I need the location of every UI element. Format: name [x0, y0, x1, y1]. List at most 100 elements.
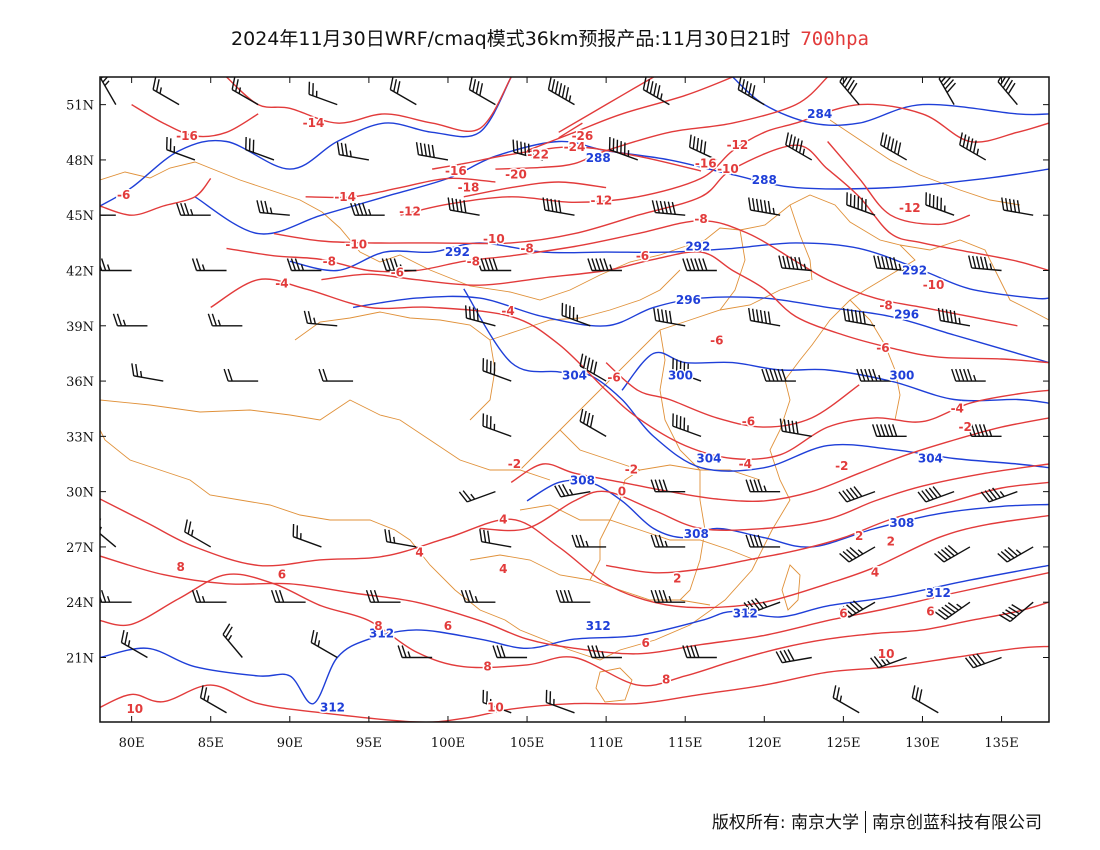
- height-contour-label: 304: [696, 451, 721, 465]
- province-line: [679, 470, 706, 601]
- wind-barb: [937, 307, 971, 327]
- wind-barb: [832, 685, 860, 714]
- wind-barb: [745, 534, 781, 548]
- y-tick-label: 51N: [66, 99, 94, 114]
- temperature-contour: [226, 77, 512, 133]
- wind-barb: [447, 197, 480, 216]
- temperature-contour: [210, 278, 1049, 461]
- temperature-contour-label: -26: [572, 129, 594, 143]
- wind-barb: [873, 255, 907, 272]
- temperature-contour-label: -20: [505, 168, 527, 182]
- wind-barb: [682, 645, 717, 659]
- temperature-contour-label: -18: [458, 181, 480, 195]
- province-line: [294, 311, 496, 421]
- height-contour-label: 312: [586, 619, 611, 633]
- temperature-contour: [558, 122, 583, 139]
- y-tick-label: 39N: [66, 320, 94, 335]
- wind-barb: [579, 408, 607, 437]
- height-contour: [352, 295, 1049, 364]
- temperature-contour-label: -22: [527, 147, 549, 161]
- temperature-contour-label: 6: [444, 619, 452, 633]
- temperature-contour-label: -12: [591, 193, 613, 207]
- temperature-contour-label: -8: [520, 241, 533, 255]
- temperature-contour: [100, 498, 1049, 609]
- wind-barb: [310, 629, 338, 659]
- temperature-contour-label: 6: [278, 568, 286, 582]
- temperature-contour: [226, 219, 1018, 327]
- wind-barb: [968, 255, 1002, 272]
- axis-layer: 80E 85E 90E 95E 100E 105E 110E 115E 120E 125E 130E…: [66, 77, 1049, 751]
- wind-barb: [682, 258, 717, 272]
- temperature-contour-label: -8: [323, 254, 336, 268]
- temperature-contour-label: -16: [695, 157, 717, 171]
- y-tick-label: 45N: [66, 209, 94, 224]
- y-tick-label: 30N: [66, 486, 94, 501]
- temperature-contour-label: -14: [303, 116, 325, 130]
- temperature-contour-label: -10: [717, 162, 739, 176]
- copyright-left: 版权所有: 南京大学: [711, 813, 859, 833]
- y-tick-label: 21N: [66, 652, 94, 667]
- height-contour: [732, 77, 1049, 127]
- wind-barb: [748, 197, 781, 216]
- wind-barb: [365, 589, 401, 603]
- hainan-island: [595, 667, 633, 703]
- temperature-contour-label: -6: [742, 415, 755, 429]
- title-level: 700hpa: [800, 28, 869, 50]
- temperature-contour-label: -16: [445, 164, 467, 178]
- height-contour-label: 292: [445, 245, 470, 259]
- height-contour-label: 288: [586, 151, 611, 165]
- wind-barb: [745, 479, 781, 493]
- wind-barb: [839, 600, 876, 618]
- title-main: 2024年11月30日WRF/cmaq模式36km预报产品:11月30日21时: [231, 28, 791, 50]
- temperature-contour-label: 4: [499, 512, 507, 526]
- wind-barb: [917, 486, 955, 503]
- wind-barb: [460, 589, 496, 603]
- wind-barb: [482, 358, 512, 382]
- temperature-contour-label: 10: [878, 647, 895, 661]
- copyright-right: 南京创蓝科技有限公司: [872, 813, 1042, 833]
- temperature-contour-label: -2: [958, 420, 971, 434]
- temperature-contour-label: -8: [879, 299, 892, 313]
- wind-barb: [587, 645, 622, 659]
- x-tick-label: 90E: [277, 736, 303, 751]
- y-tick-label: 24N: [66, 596, 94, 611]
- wind-barb: [743, 598, 781, 614]
- temperature-contour: [100, 177, 212, 216]
- wind-barb: [870, 653, 907, 669]
- wind-barb: [779, 418, 812, 438]
- temperature-contour-label: -6: [607, 370, 620, 384]
- y-tick-label: 27N: [66, 541, 94, 556]
- wind-barb: [642, 77, 670, 106]
- wind-barb: [120, 629, 148, 659]
- wind-barb: [131, 363, 164, 382]
- temperature-contour-label: -8: [694, 212, 707, 226]
- wind-barb: [184, 519, 212, 548]
- wind-barb: [959, 132, 987, 161]
- wind-barb: [176, 202, 211, 216]
- height-contour: [463, 288, 1049, 472]
- height-contour: [621, 351, 1049, 404]
- wind-barb: [389, 77, 417, 106]
- temperature-contour-label: -10: [923, 278, 945, 292]
- wind-barb: [999, 601, 1034, 623]
- temperature-contour-label: -4: [951, 402, 964, 416]
- wind-barb: [191, 258, 227, 272]
- wind-barb: [561, 302, 591, 327]
- temperature-contour: [558, 77, 654, 133]
- temperature-contour-label: 2: [673, 571, 681, 585]
- temperature-contour-label: 8: [662, 673, 670, 687]
- wind-barb: [911, 685, 939, 714]
- wind-barb: [381, 258, 417, 272]
- wind-barb: [415, 142, 449, 161]
- wind-barb: [608, 137, 639, 161]
- height-contour-label: 296: [676, 293, 701, 307]
- plot-background: [100, 77, 1049, 722]
- height-contour-label: 308: [889, 516, 914, 530]
- wind-barb: [650, 534, 686, 548]
- temperature-contour: [321, 251, 1049, 364]
- wind-barb: [303, 310, 338, 327]
- wind-barb: [934, 601, 971, 620]
- wind-barb: [966, 424, 1002, 438]
